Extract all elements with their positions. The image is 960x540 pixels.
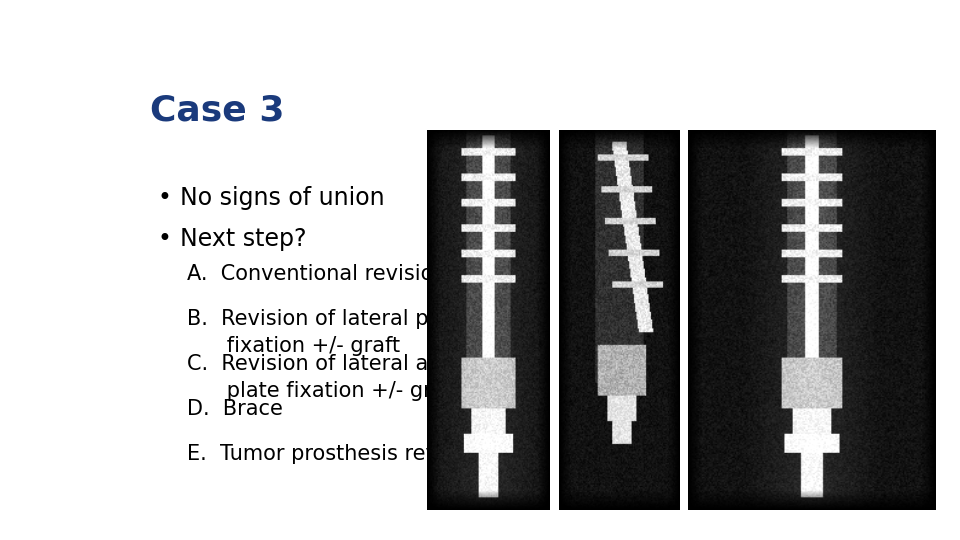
Text: No signs of union: No signs of union [180,186,384,210]
Text: A.  Conventional revision TKA: A. Conventional revision TKA [187,265,493,285]
Text: Case 3: Case 3 [150,94,284,128]
Text: E.  Tumor prosthesis revision TKA: E. Tumor prosthesis revision TKA [187,444,534,464]
Text: Next step?: Next step? [180,227,306,252]
Text: •: • [157,186,171,210]
Text: B.  Revision of lateral plate
      fixation +/- graft: B. Revision of lateral plate fixation +/… [187,309,468,356]
Text: D.  Brace: D. Brace [187,399,283,419]
Text: C.  Revision of lateral and medial
      plate fixation +/- graft: C. Revision of lateral and medial plate … [187,354,532,401]
Text: AO: AO [780,435,828,464]
Text: •: • [157,227,171,252]
